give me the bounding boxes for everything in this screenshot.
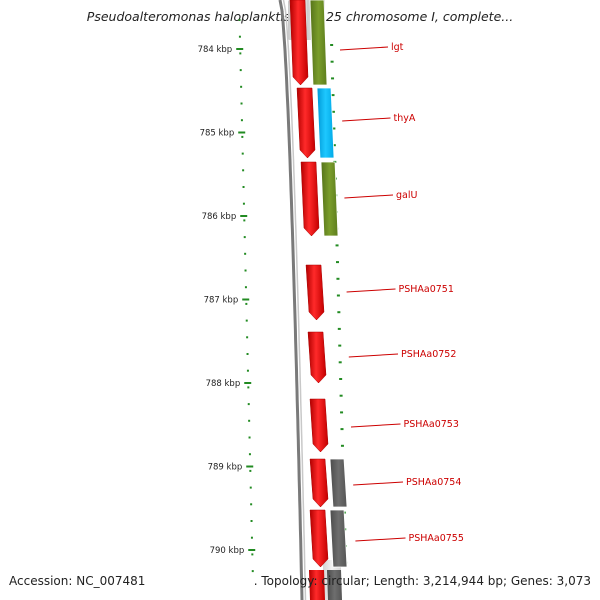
accession-text: Accession: NC_007481 bbox=[9, 574, 146, 588]
gene-arrow-PSHAa0755[interactable] bbox=[309, 509, 329, 568]
ruler-label: 786 kbp bbox=[202, 212, 237, 222]
gene-arrow-PSHAa0754[interactable] bbox=[309, 458, 329, 508]
gene-label-galU[interactable]: galU bbox=[396, 190, 417, 201]
label-leader-line bbox=[342, 117, 391, 122]
gene-label-PSHAa0751[interactable]: PSHAa0751 bbox=[399, 284, 454, 295]
ruler-label: 785 kbp bbox=[200, 129, 235, 139]
gene-arrow-PSHAa0752[interactable] bbox=[307, 331, 327, 384]
cog-box-lgt[interactable] bbox=[309, 0, 328, 86]
cog-box-PSHAa0755[interactable] bbox=[329, 509, 348, 568]
cog-box-galU[interactable] bbox=[320, 161, 339, 237]
gene-arrow-PSHAa0753[interactable] bbox=[309, 398, 329, 453]
gene-arrow-partial[interactable] bbox=[309, 570, 325, 600]
gene-arrow-thyA[interactable] bbox=[296, 87, 316, 159]
gene-arrow-galU[interactable] bbox=[300, 161, 320, 237]
gene-label-lgt[interactable]: lgt bbox=[391, 42, 404, 53]
backbone-layer bbox=[278, 0, 307, 600]
genome-summary-text: . Topology: circular; Length: 3,214,944 … bbox=[253, 574, 591, 588]
ruler-label: 789 kbp bbox=[208, 463, 243, 473]
gene-arrow-lgt[interactable] bbox=[289, 0, 309, 86]
ruler-label: 787 kbp bbox=[204, 296, 239, 306]
genes-layer[interactable] bbox=[289, 0, 329, 600]
labels-layer[interactable]: lgt thyA galU PSHAa0751 PSHAa0752 PSHAa0753 PS… bbox=[339, 42, 464, 544]
cog-box-thyA[interactable] bbox=[316, 87, 335, 159]
label-leader-line bbox=[339, 46, 389, 51]
gene-label-PSHAa0754[interactable]: PSHAa0754 bbox=[406, 477, 461, 488]
label-leader-line bbox=[355, 537, 406, 542]
cog-box-PSHAa0754[interactable] bbox=[329, 458, 348, 508]
backbone-line bbox=[278, 0, 304, 600]
gene-label-PSHAa0752[interactable]: PSHAa0752 bbox=[401, 349, 456, 360]
label-leader-line bbox=[344, 194, 394, 199]
ruler-label: 788 kbp bbox=[206, 379, 241, 389]
gene-label-PSHAa0755[interactable]: PSHAa0755 bbox=[409, 533, 464, 544]
cog-layer[interactable] bbox=[309, 0, 348, 600]
gene-label-PSHAa0753[interactable]: PSHAa0753 bbox=[404, 419, 459, 430]
ruler-label: 784 kbp bbox=[198, 45, 233, 55]
ruler-label: 790 kbp bbox=[210, 546, 245, 556]
label-leader-line bbox=[346, 288, 396, 293]
cog-box-partial[interactable] bbox=[327, 570, 342, 600]
label-leader-line bbox=[353, 481, 404, 486]
label-leader-line bbox=[348, 353, 399, 358]
gene-label-thyA[interactable]: thyA bbox=[394, 113, 416, 124]
label-leader-line bbox=[350, 423, 401, 428]
backbone-shadow bbox=[282, 0, 307, 600]
gene-arrow-PSHAa0751[interactable] bbox=[305, 264, 325, 321]
